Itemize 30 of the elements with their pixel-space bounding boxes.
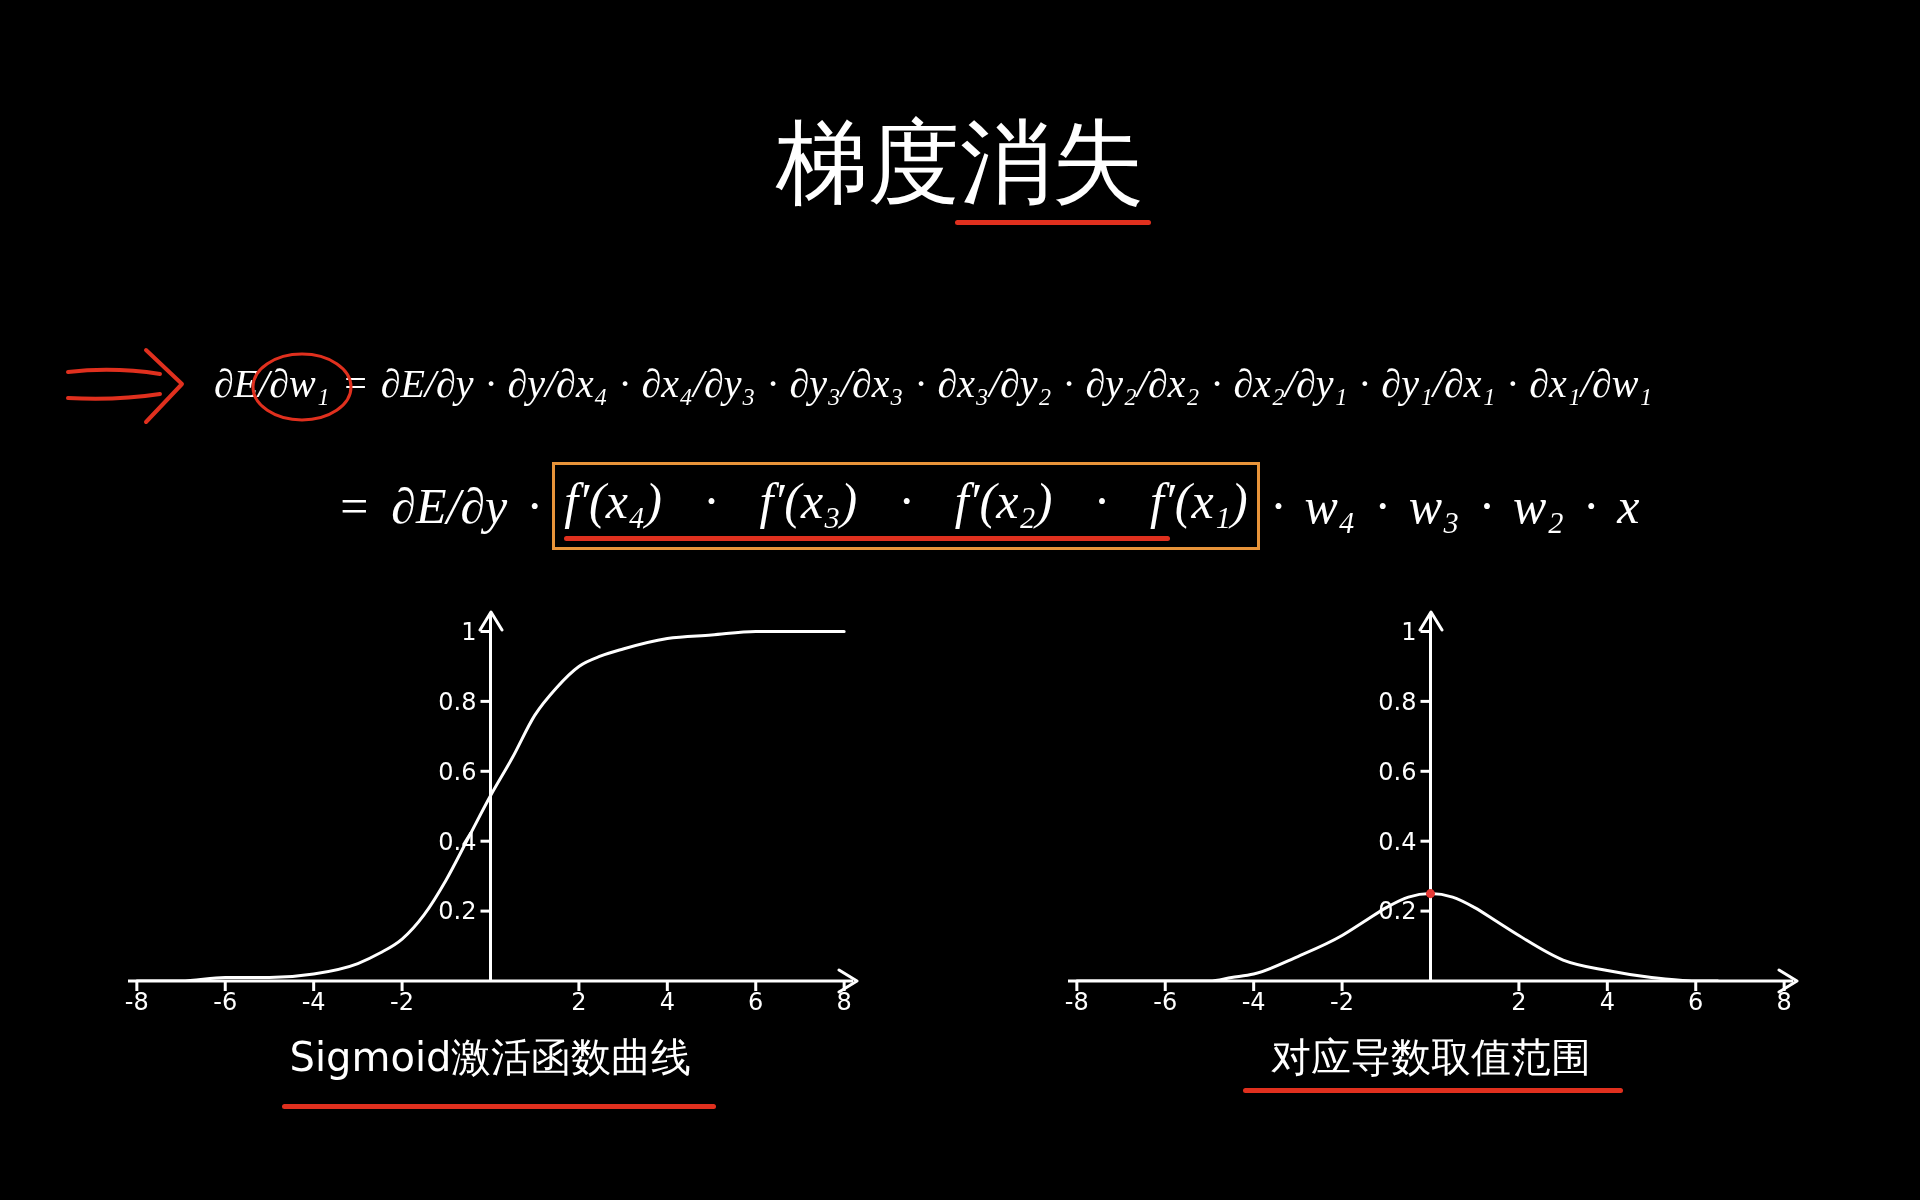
x-tick-label: -8	[124, 988, 149, 1017]
y-tick-label: 0.8	[1378, 687, 1417, 716]
text: · w₄ · w₃ · w₂ · x	[1271, 477, 1640, 535]
text: 梯度消失	[775, 109, 1145, 216]
x-tick-label: -2	[1330, 988, 1355, 1017]
y-tick-label: 0.8	[438, 687, 477, 716]
x-tick-label: 4	[659, 988, 675, 1017]
x-tick-label: 2	[1511, 988, 1527, 1017]
x-tick-label: 6	[748, 988, 764, 1017]
x-tick-label: -6	[213, 988, 238, 1017]
y-tick-label: 0.6	[1378, 757, 1417, 786]
x-tick-label: -6	[1153, 988, 1178, 1017]
y-tick-label: 0.2	[1378, 897, 1417, 926]
x-tick-label: 6	[1688, 988, 1704, 1017]
text: = ∂E/∂y ·	[337, 477, 541, 535]
x-tick-label: -8	[1064, 988, 1089, 1017]
y-tick-label: 0.6	[438, 757, 477, 786]
x-tick-label: 2	[571, 988, 587, 1017]
y-tick-label: 1	[461, 617, 477, 646]
x-axis-title: Sigmoid激活函数曲线	[289, 1034, 692, 1080]
x-tick-label: 4	[1599, 988, 1615, 1017]
x-tick-label: -2	[390, 988, 415, 1017]
x-tick-label: 8	[1776, 988, 1792, 1017]
y-tick-label: 0.4	[1378, 827, 1417, 856]
y-tick-label: 1	[1401, 617, 1417, 646]
y-tick-label: 0.2	[438, 897, 477, 926]
x-tick-label: 8	[836, 988, 852, 1017]
x-tick-label: -4	[301, 988, 326, 1017]
x-axis-title: 对应导数取值范围	[1270, 1034, 1591, 1080]
x-tick-label: -4	[1241, 988, 1266, 1017]
